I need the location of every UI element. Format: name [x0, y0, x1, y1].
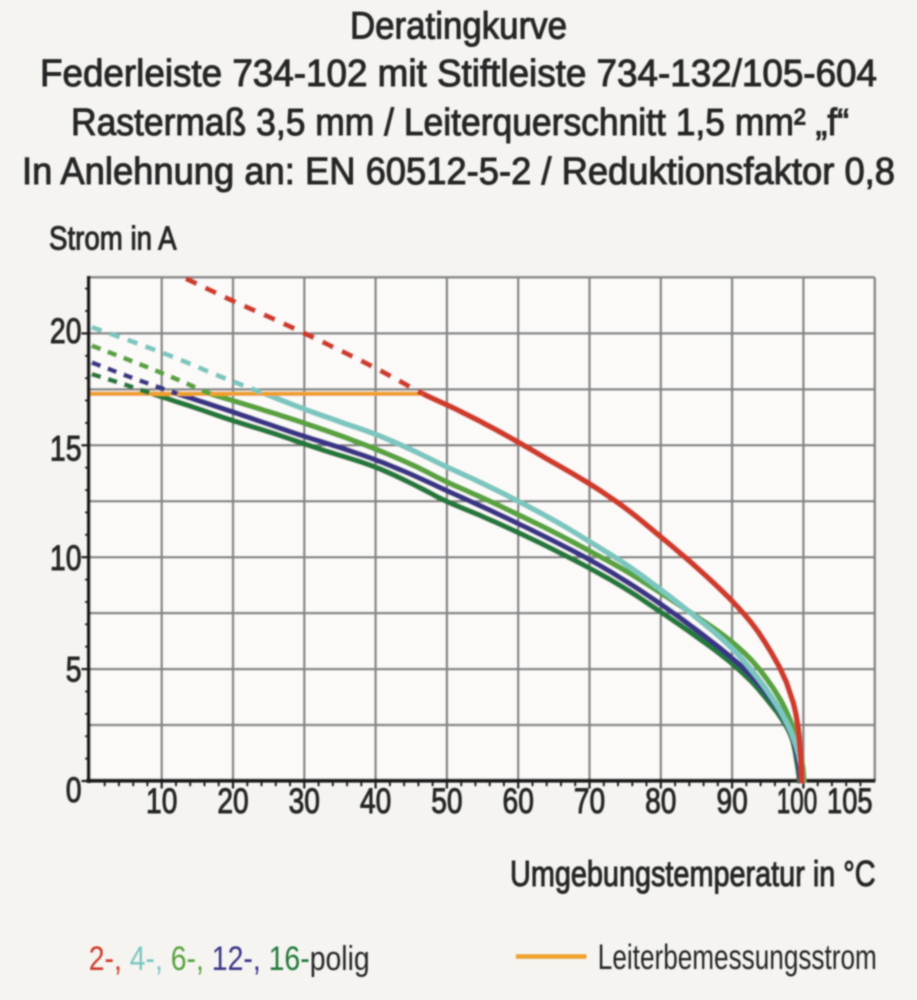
- svg-text:60: 60: [503, 782, 534, 821]
- svg-text:10: 10: [146, 782, 177, 821]
- svg-text:50: 50: [431, 782, 462, 821]
- svg-text:Federleiste 734-102 mit Stiftl: Federleiste 734-102 mit Stiftleiste 734-…: [40, 53, 877, 95]
- svg-text:70: 70: [574, 782, 605, 821]
- svg-text:20: 20: [217, 782, 248, 821]
- svg-text:15: 15: [50, 430, 82, 469]
- svg-text:10: 10: [50, 539, 82, 578]
- svg-text:80: 80: [645, 782, 676, 821]
- svg-text:Strom in A: Strom in A: [49, 220, 177, 257]
- svg-text:Deratingkurve: Deratingkurve: [350, 6, 567, 48]
- svg-text:40: 40: [360, 782, 391, 821]
- svg-text:In Anlehnung an: EN 60512-5-2: In Anlehnung an: EN 60512-5-2 / Reduktio…: [22, 151, 895, 193]
- svg-text:5: 5: [66, 651, 82, 690]
- svg-text:Umgebungstemperatur in °C: Umgebungstemperatur in °C: [510, 853, 876, 894]
- svg-text:30: 30: [289, 782, 320, 821]
- svg-text:Rastermaß 3,5 mm / Leiterquers: Rastermaß 3,5 mm / Leiterquerschnitt 1,5…: [71, 102, 849, 144]
- svg-text:0: 0: [66, 771, 82, 810]
- svg-text:100: 100: [777, 782, 818, 821]
- svg-text:Leiterbemessungsstrom: Leiterbemessungsstrom: [598, 938, 877, 977]
- svg-text:90: 90: [716, 782, 747, 821]
- svg-text:20: 20: [50, 312, 82, 351]
- svg-text:2-, 4-, 6-, 12-, 16-polig: 2-, 4-, 6-, 12-, 16-polig: [89, 940, 370, 978]
- svg-text:105: 105: [827, 782, 873, 821]
